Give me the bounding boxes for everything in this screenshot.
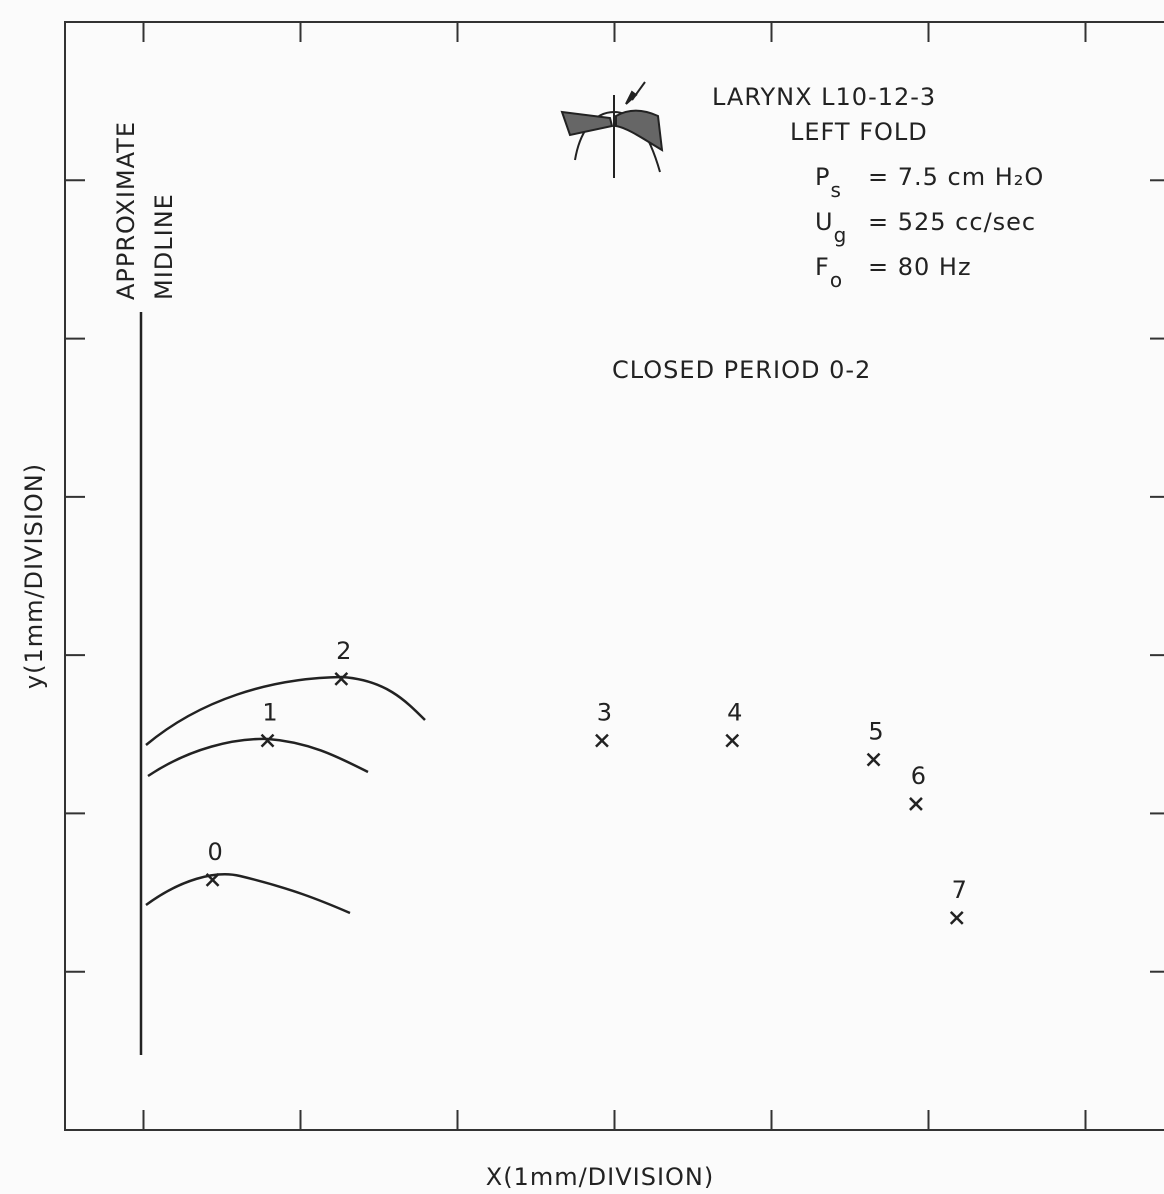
parameter: Fo — [815, 253, 843, 292]
point-stroke — [334, 672, 349, 686]
parameter-symbol: P — [815, 163, 830, 191]
point-label: 3 — [597, 699, 613, 727]
point-stroke — [260, 733, 275, 748]
parameter-subscript: g — [834, 223, 848, 247]
midline-label: APPROXIMATE — [112, 121, 140, 300]
point-stroke — [866, 752, 881, 767]
point-label: 0 — [207, 838, 223, 866]
point-label: 1 — [262, 699, 278, 727]
point-stroke — [909, 797, 923, 811]
annotation: LARYNX L10-12-3 — [712, 83, 936, 111]
parameter-subscript: s — [830, 178, 841, 202]
point — [334, 672, 349, 686]
parameter: Ug — [815, 208, 847, 247]
point — [260, 733, 275, 748]
point-stroke — [725, 733, 740, 748]
point — [595, 733, 609, 748]
fold-contour — [145, 675, 426, 746]
fold-icon — [560, 81, 664, 178]
point-label: 5 — [868, 718, 884, 746]
point — [205, 873, 220, 887]
point — [866, 752, 881, 767]
fold-contour — [147, 737, 369, 778]
annotation: CLOSED PERIOD 0-2 — [612, 356, 871, 384]
parameter: Ps — [815, 163, 842, 202]
point-label: 4 — [727, 699, 743, 727]
point-label: 6 — [911, 762, 927, 790]
plot-frame — [64, 21, 1164, 1131]
midline-label: MIDLINE — [150, 193, 178, 300]
parameter-symbol: U — [815, 208, 834, 236]
parameter-value: = 525 cc/sec — [868, 208, 1036, 236]
point-label: 7 — [952, 876, 968, 904]
point-stroke — [205, 873, 220, 887]
point — [909, 797, 923, 811]
y-axis-label: y(1mm/DIVISION) — [20, 463, 48, 689]
point-label: 2 — [336, 637, 352, 665]
point-stroke — [595, 733, 609, 748]
fold-contour — [145, 873, 351, 915]
annotation: LEFT FOLD — [790, 118, 928, 146]
parameter-value: = 80 Hz — [868, 253, 972, 281]
parameter-value: = 7.5 cm H₂O — [868, 163, 1044, 191]
point — [949, 911, 964, 925]
parameter-subscript: o — [830, 268, 843, 292]
parameter-symbol: F — [815, 253, 830, 281]
x-axis-label: X(1mm/DIVISION) — [486, 1163, 715, 1191]
point — [725, 733, 740, 748]
point-stroke — [949, 911, 964, 925]
